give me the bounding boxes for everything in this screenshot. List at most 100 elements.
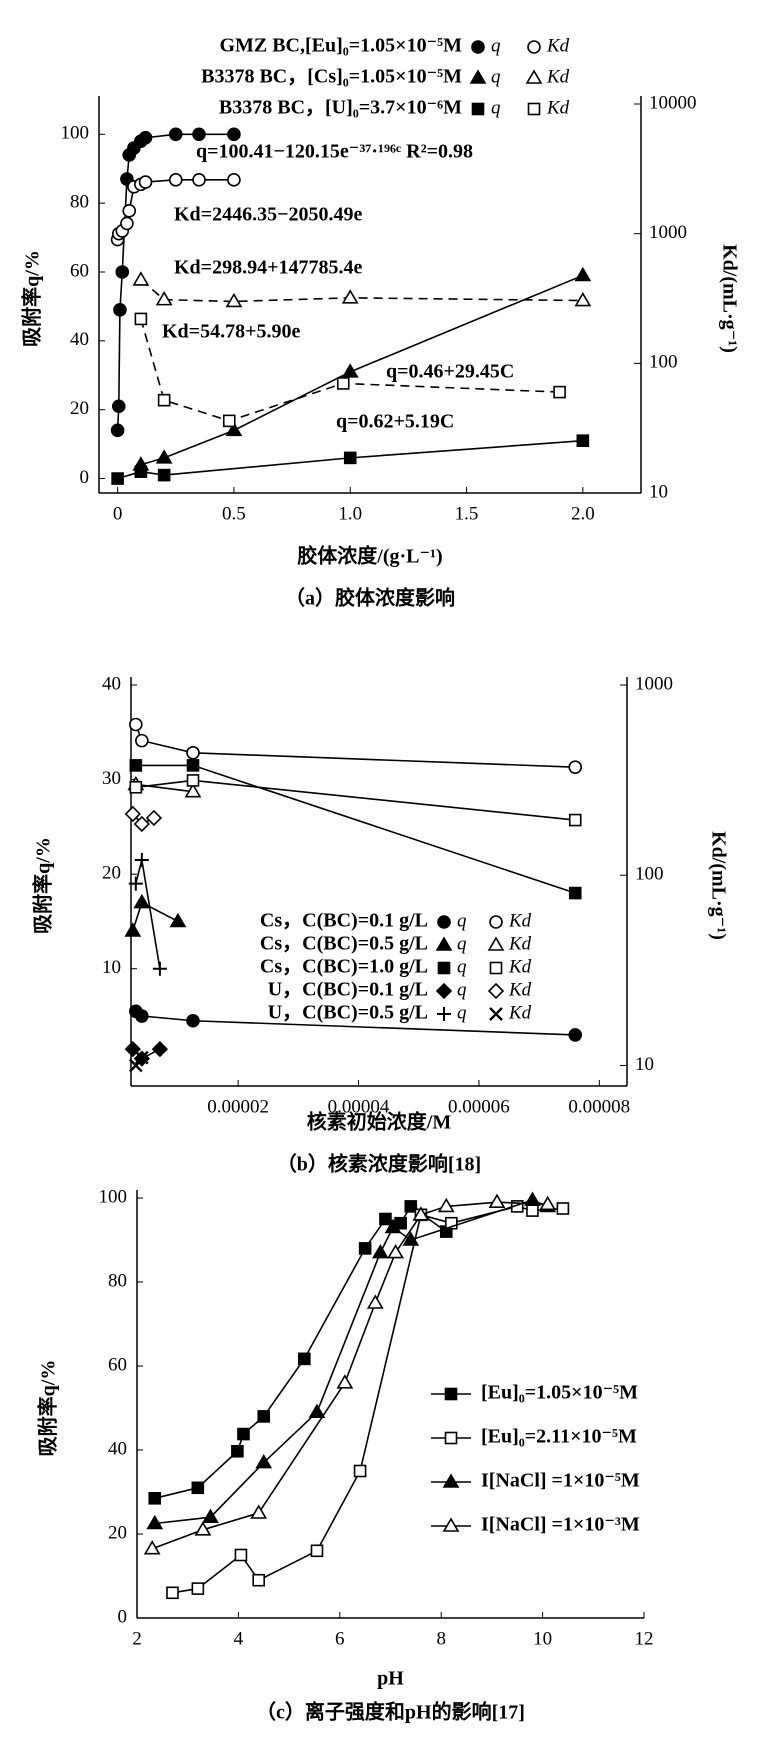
x-tick-label: 10 bbox=[533, 1628, 552, 1649]
y2-tick-label: 1000 bbox=[635, 673, 673, 694]
point bbox=[412, 1206, 430, 1221]
point bbox=[371, 1244, 389, 1259]
point bbox=[437, 915, 451, 929]
point bbox=[186, 1013, 200, 1028]
point bbox=[134, 465, 148, 478]
legend-label: U，C(BC)=0.1 g/L bbox=[268, 979, 428, 1001]
legend-label: Kd bbox=[546, 35, 570, 56]
y-axis-label: 吸附率q/% bbox=[31, 837, 55, 934]
point bbox=[489, 1007, 503, 1021]
point bbox=[525, 69, 543, 84]
point bbox=[524, 1191, 541, 1206]
legend-label: [Eu]₀=1.05×10⁻⁵M bbox=[481, 1382, 638, 1404]
y2-tick-label: 100 bbox=[649, 352, 678, 373]
point bbox=[186, 746, 200, 760]
annotation: q=0.62+5.19C bbox=[336, 411, 454, 433]
x-tick-label: 1.0 bbox=[338, 503, 362, 524]
point bbox=[129, 717, 143, 732]
y2-axis-label: Kd/(mL·g⁻¹) bbox=[707, 831, 729, 940]
point bbox=[133, 815, 150, 833]
x-tick-label: 8 bbox=[436, 1628, 446, 1649]
y-tick-label: 30 bbox=[102, 768, 121, 789]
point bbox=[134, 1050, 149, 1065]
caption: （c）离子强度和pH的影响[17] bbox=[256, 1700, 525, 1724]
point bbox=[252, 1573, 265, 1587]
point bbox=[110, 423, 125, 438]
point bbox=[435, 936, 453, 951]
y-tick-label: 10 bbox=[102, 957, 121, 978]
point bbox=[255, 1454, 273, 1469]
series-line bbox=[135, 859, 161, 969]
point bbox=[366, 1294, 384, 1309]
point bbox=[186, 774, 200, 787]
x-tick-label: 1.5 bbox=[455, 503, 479, 524]
point bbox=[568, 1028, 583, 1042]
legend-label: q bbox=[491, 97, 501, 118]
point bbox=[402, 1231, 420, 1246]
point bbox=[186, 759, 200, 772]
y2-tick-label: 1000 bbox=[649, 222, 687, 243]
point bbox=[358, 1242, 372, 1255]
point bbox=[155, 291, 173, 306]
y-tick-label: 100 bbox=[61, 123, 90, 144]
point bbox=[526, 1204, 539, 1217]
y-tick-label: 0 bbox=[80, 467, 90, 488]
point bbox=[553, 385, 566, 399]
point bbox=[489, 961, 503, 975]
point bbox=[184, 783, 202, 798]
point bbox=[576, 434, 590, 447]
point bbox=[353, 1464, 367, 1478]
y-axis-label: 吸附率q/% bbox=[20, 250, 44, 347]
legend-label: Kd bbox=[546, 97, 570, 118]
x-axis-label: 核素初始浓度/M bbox=[307, 1110, 452, 1134]
point bbox=[310, 1544, 324, 1558]
point bbox=[469, 69, 487, 84]
point bbox=[574, 266, 592, 282]
point bbox=[234, 1548, 248, 1562]
series-line bbox=[140, 274, 584, 466]
annotation: q=0.46+29.45C bbox=[386, 361, 514, 383]
point bbox=[231, 1444, 244, 1458]
point bbox=[169, 912, 187, 928]
point bbox=[222, 414, 236, 428]
y2-tick-label: 100 bbox=[635, 864, 664, 885]
point bbox=[471, 40, 485, 54]
point bbox=[128, 1058, 143, 1073]
point bbox=[111, 399, 126, 414]
point bbox=[257, 1410, 271, 1423]
point bbox=[191, 1481, 205, 1495]
point bbox=[113, 303, 127, 317]
x-tick-label: 2.0 bbox=[571, 503, 595, 524]
point bbox=[155, 449, 173, 464]
legend-label: q bbox=[457, 910, 467, 931]
point bbox=[343, 451, 357, 465]
y2-tick-label: 10 bbox=[635, 1054, 654, 1075]
point bbox=[202, 1508, 219, 1523]
legend-label: q bbox=[491, 66, 501, 87]
x-tick-label: 0 bbox=[113, 503, 123, 524]
point bbox=[111, 472, 124, 485]
x-axis-label: 胶体浓度/(g·L⁻¹) bbox=[297, 544, 442, 568]
point bbox=[442, 1473, 460, 1488]
legend-label: q bbox=[457, 933, 467, 954]
point bbox=[135, 1009, 149, 1023]
annotation: q=100.41−120.15e⁻³⁷·¹⁹⁶ᶜ R²=0.98 bbox=[196, 141, 473, 163]
point bbox=[143, 1540, 161, 1555]
point bbox=[148, 1492, 162, 1505]
point bbox=[250, 1504, 268, 1519]
point bbox=[568, 886, 582, 900]
y-tick-label: 40 bbox=[70, 329, 89, 350]
point bbox=[437, 1007, 451, 1021]
point bbox=[341, 289, 359, 304]
x-tick-label: 0.00008 bbox=[568, 1096, 630, 1117]
point bbox=[225, 421, 243, 437]
point bbox=[151, 1040, 169, 1058]
y-tick-label: 60 bbox=[108, 1354, 127, 1375]
point bbox=[227, 127, 241, 142]
y-tick-label: 0 bbox=[118, 1606, 128, 1627]
legend-label: Kd bbox=[508, 979, 532, 1000]
point bbox=[166, 1586, 179, 1600]
legend-label: Cs，C(BC)=1.0 g/L bbox=[260, 956, 428, 978]
x-tick-label: 0.00006 bbox=[448, 1096, 510, 1117]
